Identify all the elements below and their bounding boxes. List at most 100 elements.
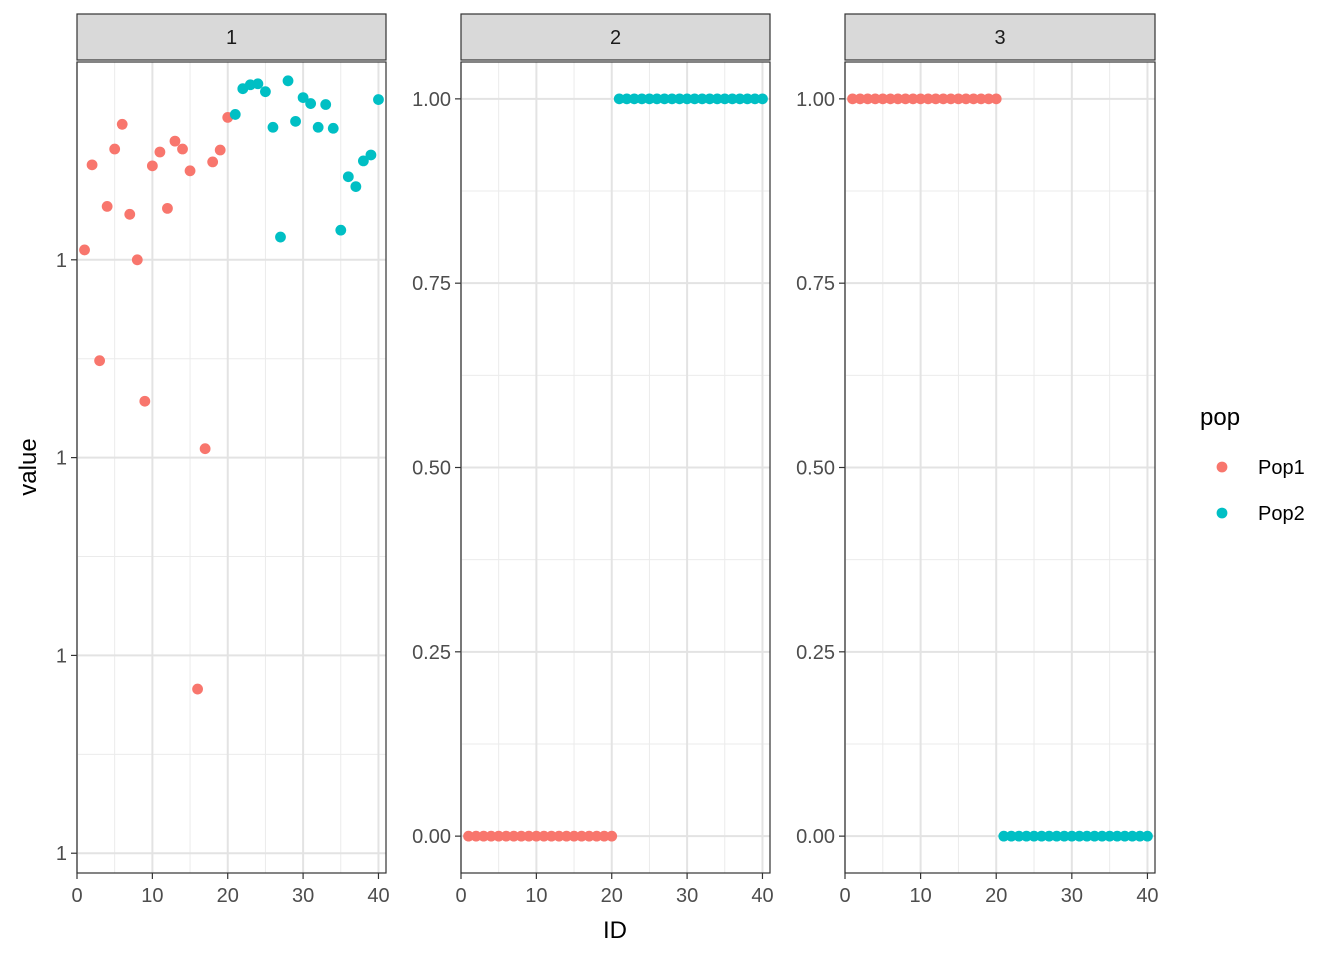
data-point-pop1 bbox=[877, 93, 889, 105]
data-point-pop2 bbox=[350, 181, 362, 193]
data-point-pop2 bbox=[1089, 830, 1100, 842]
data-point-pop2 bbox=[1104, 830, 1116, 842]
data-point-pop2 bbox=[260, 86, 271, 98]
data-point-pop2 bbox=[719, 93, 731, 105]
data-point-pop2 bbox=[1058, 830, 1070, 842]
legend-key-point bbox=[1216, 507, 1228, 519]
data-point-pop2 bbox=[659, 93, 670, 105]
data-point-pop1 bbox=[500, 830, 512, 842]
facet-panel-2: 20 10 20 30 400.000.250.500.751.00 bbox=[412, 13, 774, 907]
x-tick-label: 10 bbox=[909, 885, 931, 907]
data-point-pop1 bbox=[546, 830, 557, 842]
data-point-pop1 bbox=[139, 395, 151, 407]
data-point-pop1 bbox=[975, 93, 987, 105]
data-point-pop2 bbox=[651, 93, 663, 105]
data-point-pop2 bbox=[1021, 830, 1032, 842]
data-point-pop2 bbox=[1013, 830, 1025, 842]
panel-border bbox=[844, 61, 1156, 874]
data-point-pop2 bbox=[312, 121, 324, 133]
data-point-pop1 bbox=[199, 443, 211, 455]
data-point-pop2 bbox=[252, 78, 264, 90]
x-tick-label: 10 bbox=[525, 885, 547, 907]
y-tick-label: 0.00 bbox=[412, 826, 451, 848]
data-point-pop2 bbox=[267, 121, 279, 133]
facet-panel-3: 30 10 20 30 400.000.250.500.751.00 bbox=[796, 13, 1159, 907]
data-point-pop2 bbox=[644, 93, 655, 105]
data-point-pop2 bbox=[1028, 830, 1040, 842]
x-tick-label: 40 bbox=[751, 885, 773, 907]
data-point-pop2 bbox=[1043, 830, 1055, 842]
x-tick-label: 40 bbox=[367, 885, 389, 907]
data-point-pop2 bbox=[726, 93, 738, 105]
data-point-pop1 bbox=[177, 143, 188, 155]
data-point-pop2 bbox=[297, 92, 309, 104]
y-tick-label: 0.50 bbox=[796, 458, 835, 480]
facet-strip-label: 1 bbox=[226, 27, 237, 49]
data-point-pop1 bbox=[79, 244, 90, 256]
data-point-pop1 bbox=[530, 830, 542, 842]
y-tick-label: 0.25 bbox=[412, 642, 451, 664]
data-point-pop2 bbox=[1126, 830, 1138, 842]
data-point-pop1 bbox=[131, 254, 143, 266]
data-point-pop1 bbox=[922, 93, 934, 105]
data-point-pop1 bbox=[854, 93, 866, 105]
data-point-pop1 bbox=[207, 156, 219, 168]
data-point-pop1 bbox=[847, 93, 858, 105]
data-point-pop1 bbox=[470, 830, 482, 842]
data-point-pop2 bbox=[357, 155, 369, 167]
data-point-pop2 bbox=[636, 93, 648, 105]
data-point-pop1 bbox=[523, 830, 535, 842]
y-tick-label: 0.75 bbox=[796, 273, 835, 295]
x-tick-label: 30 bbox=[676, 885, 698, 907]
data-point-pop1 bbox=[915, 93, 927, 105]
y-tick-label: 1 bbox=[56, 645, 67, 667]
data-point-pop1 bbox=[907, 93, 919, 105]
data-point-pop2 bbox=[704, 93, 716, 105]
x-tick-label: 30 bbox=[1061, 885, 1083, 907]
data-point-pop1 bbox=[493, 830, 505, 842]
data-point-pop2 bbox=[1066, 830, 1078, 842]
data-point-pop2 bbox=[1096, 830, 1108, 842]
data-point-pop2 bbox=[1142, 830, 1153, 842]
data-point-pop2 bbox=[1111, 830, 1123, 842]
data-point-pop1 bbox=[606, 830, 618, 842]
data-point-pop1 bbox=[86, 159, 98, 171]
data-point-pop2 bbox=[998, 830, 1010, 842]
x-tick-label: 0 bbox=[839, 885, 850, 907]
data-point-pop2 bbox=[613, 93, 625, 105]
legend-title: pop bbox=[1200, 404, 1240, 431]
data-point-pop2 bbox=[1005, 830, 1017, 842]
x-tick-label: 30 bbox=[292, 885, 314, 907]
data-point-pop2 bbox=[734, 93, 746, 105]
data-point-pop1 bbox=[538, 830, 550, 842]
data-point-pop1 bbox=[101, 200, 113, 212]
data-point-pop1 bbox=[214, 144, 226, 156]
data-point-pop2 bbox=[275, 231, 286, 243]
data-point-pop1 bbox=[184, 165, 196, 177]
data-point-pop2 bbox=[757, 93, 768, 105]
y-tick-label: 1.00 bbox=[796, 89, 835, 111]
facet-strip bbox=[460, 13, 771, 61]
x-tick-label: 20 bbox=[217, 885, 239, 907]
y-tick-label: 0.25 bbox=[796, 642, 835, 664]
data-point-pop2 bbox=[229, 109, 241, 120]
data-point-pop1 bbox=[478, 830, 490, 842]
data-point-pop2 bbox=[342, 171, 354, 183]
data-point-pop1 bbox=[192, 683, 203, 695]
data-point-pop1 bbox=[900, 93, 911, 105]
x-tick-label: 0 bbox=[71, 885, 82, 907]
data-point-pop2 bbox=[1081, 830, 1093, 842]
legend: pop Pop1 Pop2 bbox=[1200, 404, 1305, 535]
y-tick-label: 1 bbox=[56, 843, 67, 865]
data-point-pop2 bbox=[621, 93, 633, 105]
data-point-pop2 bbox=[282, 75, 294, 87]
data-point-pop2 bbox=[741, 93, 753, 105]
x-axis-title: ID bbox=[603, 917, 627, 944]
data-point-pop1 bbox=[960, 93, 972, 105]
data-point-pop1 bbox=[109, 143, 121, 155]
data-point-pop2 bbox=[749, 93, 761, 105]
data-point-pop1 bbox=[116, 118, 128, 130]
x-tick-label: 0 bbox=[455, 885, 466, 907]
